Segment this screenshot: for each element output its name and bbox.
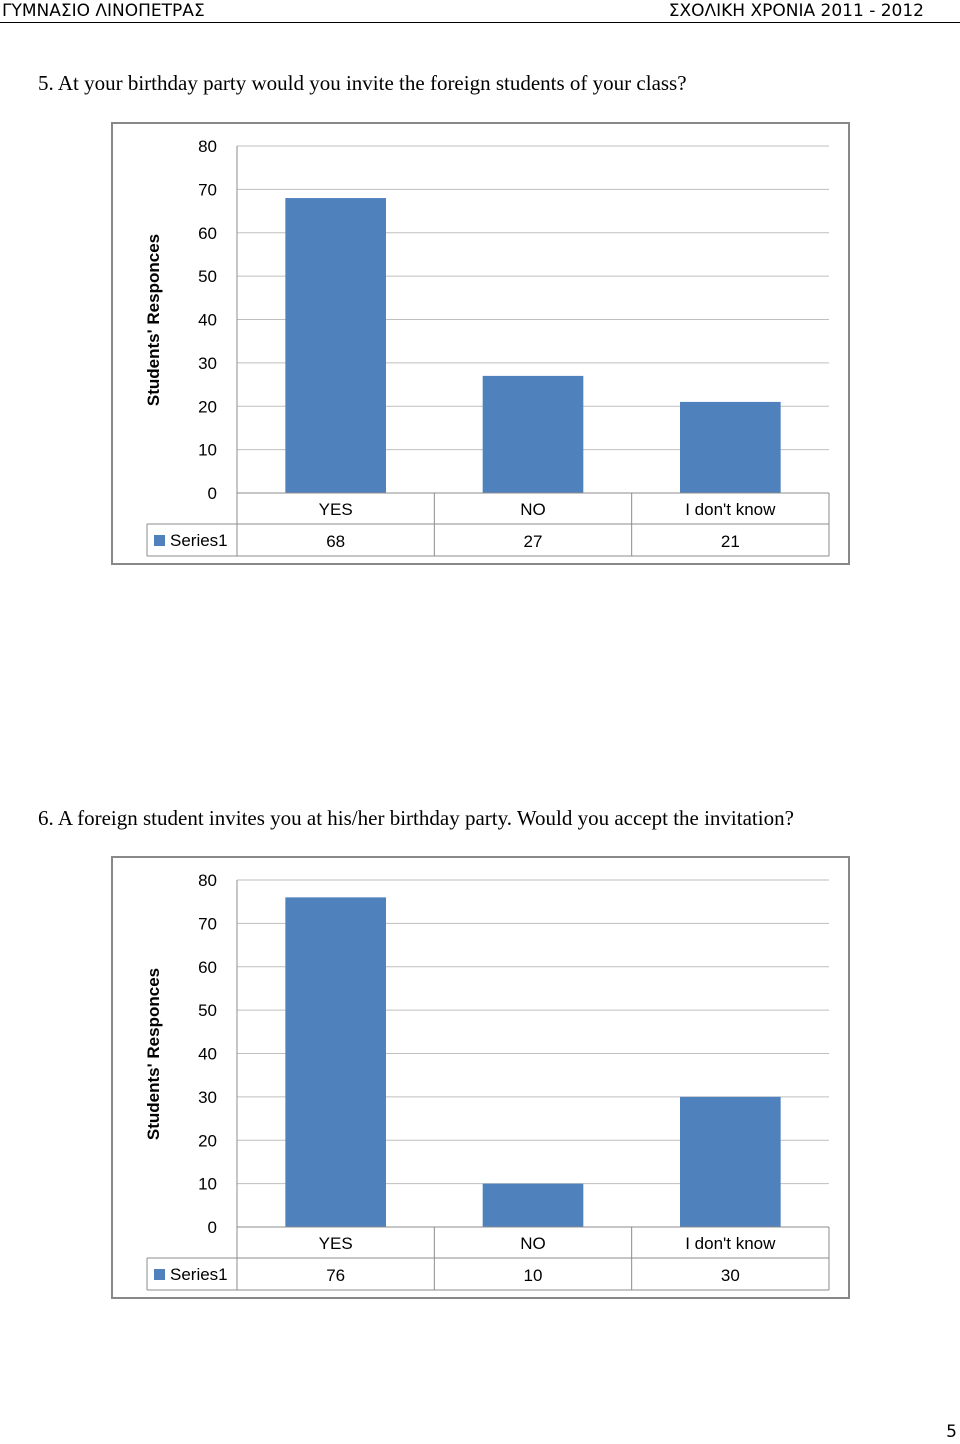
y-tick-label: 60 [198,224,217,243]
y-tick-label: 30 [198,354,217,373]
y-tick-label: 30 [198,1088,217,1107]
data-table-value: 76 [326,1266,345,1285]
y-tick-label: 10 [198,1175,217,1194]
y-tick-label: 70 [198,914,217,933]
category-label: I don't know [685,1234,776,1253]
bar-no [482,375,584,493]
chart-question-5: 0 10 20 30 40 50 60 70 80 Students' Responces YES N… [111,122,850,565]
legend-key [154,535,165,546]
data-table-value: 21 [721,532,740,551]
category-label: NO [520,500,546,519]
y-tick-label: 80 [198,137,217,156]
category-label: I don't know [685,500,776,519]
y-axis-title: Students' Responces [144,234,163,406]
bar-no [482,1183,584,1227]
y-tick-label: 40 [198,311,217,330]
y-tick-label: 80 [198,871,217,890]
category-label: YES [319,500,353,519]
chart-question-6: 0 10 20 30 40 50 60 70 80 Students' Responces YES N… [111,856,850,1299]
legend-series-name: Series1 [170,1265,228,1284]
page-number: 5 [946,1422,957,1442]
y-tick-label: 50 [198,267,217,286]
bar-i-don-t-know [680,401,781,493]
question-6: 6. A foreign student invites you at his/… [38,806,794,830]
y-axis-title: Students' Responces [144,968,163,1140]
y-tick-label: 0 [208,484,217,503]
header-school-year: ΣΧΟΛΙΚΗ ΧΡΟΝΙΑ 2011 - 2012 [668,1,924,21]
y-tick-label: 20 [198,1131,217,1150]
bar-yes [285,897,386,1227]
y-tick-label: 50 [198,1001,217,1020]
data-table-value: 10 [524,1266,543,1285]
y-tick-label: 70 [198,180,217,199]
chart-svg-question-6: 0 10 20 30 40 50 60 70 80 Students' Responces YES N… [144,871,830,1291]
legend-key [154,1269,165,1280]
y-tick-label: 0 [208,1218,217,1237]
y-tick-label: 40 [198,1045,217,1064]
data-table-value: 30 [721,1266,740,1285]
header-divider [0,22,960,23]
bar-i-don-t-know [680,1096,781,1227]
question-5: 5. At your birthday party would you invi… [38,71,687,95]
bar-yes [285,198,386,494]
data-table-value: 27 [524,532,543,551]
header-school-name: ΓΥΜΝΑΣΙΟ ΛΙΝΟΠΕΤΡΑΣ [2,1,205,21]
category-label: YES [319,1234,353,1253]
chart-svg-question-5: 0 10 20 30 40 50 60 70 80 Students' Responces YES N… [144,137,830,557]
data-table-value: 68 [326,532,345,551]
legend-series-name: Series1 [170,531,228,550]
y-tick-label: 20 [198,397,217,416]
y-tick-label: 10 [198,441,217,460]
category-label: NO [520,1234,546,1253]
y-tick-label: 60 [198,958,217,977]
